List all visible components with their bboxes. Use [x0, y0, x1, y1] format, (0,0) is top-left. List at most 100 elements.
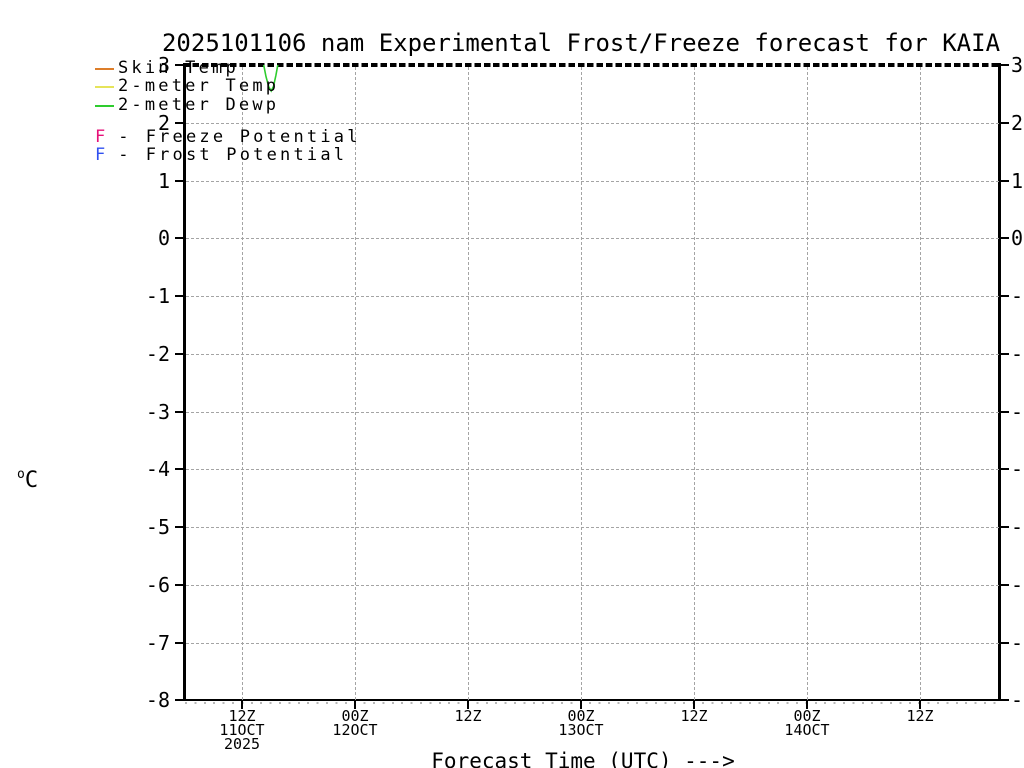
y-tick-mark-right — [1000, 295, 1009, 297]
h-gridline — [186, 122, 999, 124]
legend-line-label: Skin Temp — [118, 58, 239, 78]
plot-frame — [183, 63, 1001, 701]
x-tick-label-line: 12Z — [454, 707, 482, 725]
legend-flag-symbol: F — [95, 145, 106, 165]
y-tick-mark-right — [1000, 468, 1009, 471]
y-tick-label-left: -7 — [145, 630, 170, 655]
x-tick-mark — [806, 701, 808, 709]
y-tick-label-right: -3 — [1011, 399, 1024, 424]
legend-flag-row: F - Frost Potential — [95, 145, 347, 165]
x-tick-label: 00Z 14OCT — [751, 707, 863, 739]
h-gridline — [186, 238, 999, 240]
legend-flag-row: F - Freeze Potential — [95, 127, 361, 147]
x-tick-label: 12Z 11OCT 2025 — [186, 709, 298, 753]
y-tick-mark-left — [175, 237, 184, 240]
y-tick-mark-left — [175, 352, 184, 355]
legend-line-label: 2-meter Dewp — [118, 95, 280, 115]
h-gridline — [186, 180, 999, 182]
legend-flag-separator: - — [118, 145, 132, 165]
y-tick-label-right: -2 — [1011, 341, 1024, 366]
h-gridline — [186, 584, 999, 586]
x-tick-label: 12Z — [412, 707, 524, 725]
y-tick-mark-right — [1000, 641, 1009, 644]
x-tick-label: 12Z — [864, 707, 976, 725]
y-tick-mark-right — [1000, 526, 1009, 528]
x-tick-mark — [241, 701, 243, 709]
h-gridline — [186, 527, 999, 528]
x-tick-label-line: 12Z — [906, 707, 934, 725]
y-axis-unit-degree: o — [17, 467, 25, 482]
y-tick-mark-left — [175, 526, 184, 528]
dewpoint-curve-layer — [262, 65, 279, 93]
y-tick-label-left: 1 — [157, 168, 170, 193]
y-tick-label-left: -2 — [145, 341, 170, 366]
h-gridline — [186, 642, 999, 644]
y-tick-label-right: -5 — [1011, 515, 1024, 539]
x-tick-label: 12Z — [638, 707, 750, 725]
y-tick-mark-left — [175, 583, 184, 586]
y-tick-label-left: 0 — [157, 226, 170, 251]
y-tick-label-left: -1 — [145, 284, 170, 308]
y-tick-label-left: -4 — [145, 457, 170, 482]
y-tick-mark-left — [175, 295, 184, 297]
y-tick-mark-left — [175, 64, 184, 66]
y-tick-mark-right — [1000, 64, 1009, 66]
chart-title: 2025101106 nam Experimental Frost/Freeze… — [161, 29, 1001, 57]
legend-line-swatch — [95, 68, 114, 70]
y-tick-label-right: -8 — [1011, 688, 1024, 713]
y-tick-mark-right — [1000, 583, 1009, 586]
v-gridline — [920, 67, 921, 700]
legend-line-swatch — [95, 105, 114, 107]
x-tick-mark — [580, 701, 582, 709]
y-tick-label-left: 2 — [157, 110, 170, 135]
x-tick-label-line: 11OCT — [219, 721, 265, 739]
legend-flag-label: Frost Potential — [145, 145, 348, 165]
h-gridline — [186, 469, 999, 471]
x-tick-mark — [354, 701, 356, 709]
y-tick-mark-left — [175, 121, 184, 124]
y-tick-label-right: -6 — [1011, 572, 1024, 597]
legend-flag-separator: - — [118, 127, 132, 147]
y-tick-mark-right — [1000, 699, 1009, 702]
h-gridline — [186, 296, 999, 297]
x-tick-label-line: 14OCT — [784, 721, 830, 739]
y-tick-label-right: 2 — [1011, 110, 1024, 135]
y-tick-label-right: 0 — [1011, 226, 1024, 251]
x-axis-caption: Forecast Time (UTC) ---> — [431, 749, 735, 768]
h-gridline — [186, 353, 999, 355]
y-tick-label-left: -3 — [145, 399, 170, 424]
x-tick-mark — [467, 701, 469, 709]
v-gridline — [468, 67, 469, 700]
x-tick-label-line: 13OCT — [558, 721, 604, 739]
x-tick-label-line: 2025 — [223, 735, 261, 753]
y-tick-label-right: -7 — [1011, 630, 1024, 655]
x-tick-mark — [919, 701, 921, 709]
x-tick-label-line: 00Z — [793, 707, 821, 725]
v-gridline — [242, 67, 243, 700]
y-tick-mark-right — [1000, 121, 1009, 124]
legend-line-label: 2-meter Temp — [118, 76, 280, 96]
x-tick-mark — [693, 701, 695, 709]
y-tick-label-left: -8 — [145, 688, 170, 713]
y-tick-label-left: 3 — [157, 53, 170, 77]
top-axis-hourly-ticks — [183, 63, 1001, 67]
x-tick-label-line: 12Z — [680, 707, 708, 725]
y-tick-label-left: -6 — [145, 572, 170, 597]
x-tick-label-line: 12OCT — [332, 721, 378, 739]
dewpoint-dip-curve — [262, 65, 279, 93]
y-tick-label-right: -1 — [1011, 284, 1024, 308]
h-gridline — [186, 411, 999, 413]
y-tick-mark-right — [1000, 179, 1009, 182]
y-tick-mark-left — [175, 468, 184, 471]
y-tick-mark-right — [1000, 237, 1009, 240]
x-tick-label-line: 00Z — [567, 707, 595, 725]
legend-flag-label: Freeze Potential — [145, 127, 361, 147]
y-axis-unit-letter: C — [24, 468, 39, 493]
y-tick-mark-left — [175, 179, 184, 182]
y-tick-mark-left — [175, 410, 184, 413]
y-tick-mark-left — [175, 699, 184, 702]
legend-line-swatch — [95, 86, 114, 88]
v-gridline — [807, 67, 808, 700]
y-tick-mark-right — [1000, 410, 1009, 413]
